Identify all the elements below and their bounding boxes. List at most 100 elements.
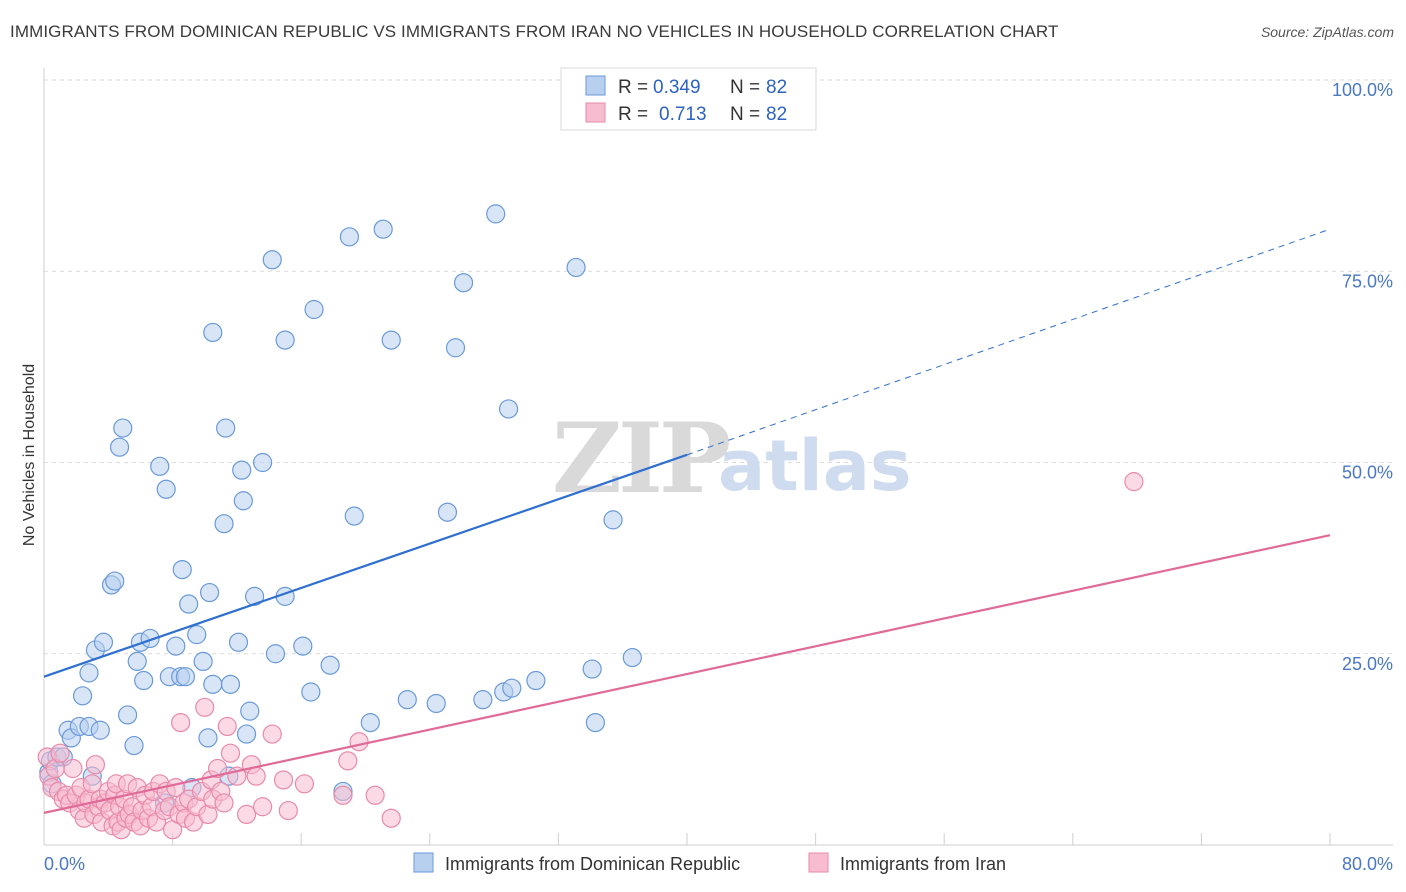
source-label: Source: ZipAtlas.com — [1260, 24, 1394, 40]
point-dominican — [233, 491, 253, 511]
legend-r-label-pink: R = — [618, 104, 648, 125]
point-dominican — [228, 632, 249, 652]
point-dominican — [275, 330, 295, 350]
point-dominican — [453, 273, 474, 293]
point-iran — [253, 797, 273, 817]
point-dominican — [426, 693, 446, 714]
point-dominican — [244, 586, 265, 606]
point-iran — [294, 774, 315, 794]
chart-title: IMMIGRANTS FROM DOMINICAN REPUBLIC VS IM… — [10, 22, 1059, 41]
point-dominican — [140, 628, 160, 649]
point-dominican — [187, 625, 207, 645]
point-dominican — [172, 559, 192, 580]
point-dominican — [216, 418, 236, 438]
point-dominican — [203, 674, 223, 694]
point-dominican — [214, 514, 234, 534]
point-dominican — [566, 257, 586, 278]
point-iran — [85, 755, 106, 775]
point-dominican — [124, 735, 144, 756]
point-iran — [246, 766, 266, 786]
point-dominican — [199, 582, 220, 603]
trend-line-iran — [43, 534, 1331, 814]
point-dominican — [72, 686, 93, 706]
legend-swatch-blue — [585, 75, 606, 96]
point-iran — [273, 770, 294, 790]
x-tick-label-min: 0.0% — [44, 854, 85, 874]
point-dominican — [437, 502, 458, 522]
point-dominican — [240, 701, 260, 721]
axes — [43, 68, 1393, 846]
point-iran — [1124, 472, 1144, 492]
trend-line-dominican-extension — [686, 228, 1331, 456]
legend-r-label-blue: R = — [618, 77, 648, 98]
trend-lines — [43, 228, 1331, 814]
point-dominican — [109, 437, 130, 457]
bottom-legend-label-dominican: Immigrants from Dominican Republic — [445, 854, 740, 874]
legend-r-value-pink: 0.713 — [659, 104, 707, 125]
bottom-legend-label-iran: Immigrants from Iran — [840, 854, 1006, 874]
point-dominican — [198, 728, 218, 748]
point-dominican — [113, 418, 133, 438]
point-dominican — [397, 690, 417, 710]
point-dominican — [373, 219, 393, 239]
bottom-legend: Immigrants from Dominican Republic Immig… — [413, 852, 1006, 874]
point-dominican — [265, 644, 286, 664]
point-dominican — [603, 510, 623, 530]
point-dominican — [262, 250, 282, 270]
point-iran — [217, 716, 237, 737]
point-iran — [63, 758, 83, 779]
point-dominican — [117, 705, 138, 725]
point-dominican — [166, 636, 186, 656]
point-dominican — [127, 651, 147, 672]
y-axis-label: No Vehicles in Household — [21, 364, 38, 546]
point-dominican — [105, 571, 125, 591]
point-dominican — [93, 632, 114, 652]
y-tick-label: 100.0% — [1332, 80, 1393, 100]
point-dominican — [134, 670, 154, 691]
point-iran — [82, 774, 102, 794]
point-dominican — [526, 670, 546, 691]
watermark-atlas: atlas — [718, 425, 912, 507]
point-dominican — [360, 712, 380, 733]
point-dominican — [301, 682, 321, 702]
point-dominican — [445, 338, 466, 358]
point-iran — [50, 743, 70, 763]
point-iran — [262, 724, 282, 744]
y-tick-labels: 25.0% 50.0% 75.0% 100.0% — [1332, 80, 1393, 674]
legend: R = 0.349 N = 82 R = 0.713 N = 82 — [560, 67, 817, 131]
legend-r-value-blue: 0.349 — [653, 77, 701, 98]
point-iran — [365, 785, 385, 805]
legend-swatch-pink — [585, 102, 606, 123]
point-dominican — [253, 452, 273, 473]
point-dominican — [381, 330, 401, 350]
point-dominican — [220, 674, 241, 694]
legend-n-value-pink: 82 — [766, 104, 787, 125]
point-dominican — [79, 663, 99, 683]
point-dominican — [150, 456, 170, 476]
y-tick-label: 25.0% — [1342, 654, 1393, 674]
point-iran — [208, 758, 228, 779]
bottom-legend-swatch-blue — [413, 852, 434, 873]
point-dominican — [236, 724, 257, 744]
point-dominican — [203, 322, 223, 343]
point-dominican — [502, 678, 522, 698]
point-dominican — [498, 399, 519, 419]
legend-n-value-blue: 82 — [766, 77, 787, 98]
point-dominican — [175, 667, 196, 687]
series-iran-points — [37, 472, 1144, 840]
point-dominican — [582, 659, 602, 679]
watermark-zip: ZIP — [552, 402, 729, 515]
point-dominican — [232, 460, 252, 480]
y-tick-label: 75.0% — [1342, 271, 1393, 291]
point-dominican — [193, 651, 213, 672]
point-iran — [220, 743, 241, 763]
bottom-legend-swatch-pink — [808, 852, 829, 873]
point-dominican — [304, 299, 324, 320]
legend-n-label-blue: N = — [730, 77, 760, 98]
point-iran — [381, 808, 401, 828]
watermark: ZIP atlas — [552, 402, 912, 515]
point-dominican — [293, 636, 313, 656]
point-dominican — [339, 227, 360, 247]
point-iran — [171, 712, 191, 733]
